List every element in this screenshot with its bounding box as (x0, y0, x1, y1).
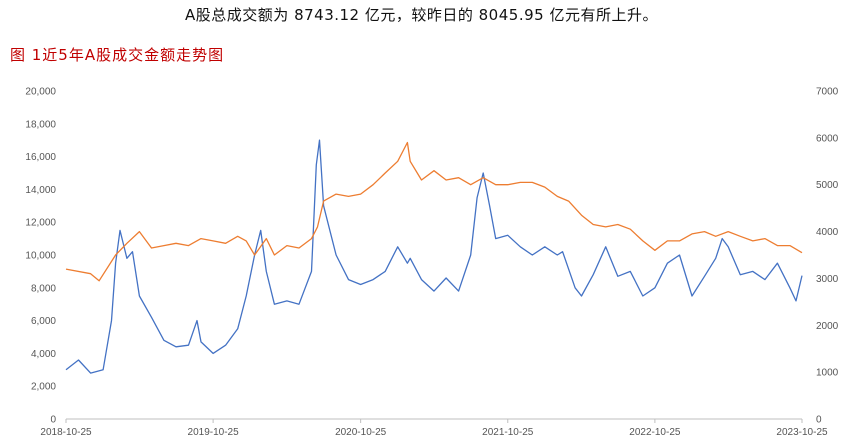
y-left-tick-label: 16,000 (25, 152, 56, 163)
y-right-tick-label: 4000 (816, 227, 839, 238)
y-right-tick-label: 2000 (816, 321, 839, 332)
y-left-tick-label: 20,000 (25, 87, 56, 98)
x-tick-label: 2023-10-25 (776, 427, 828, 438)
right-axis-series-line (65, 141, 803, 282)
figure-title: 图 1近5年A股成交金额走势图 (10, 46, 225, 64)
y-left-tick-label: 4,000 (31, 349, 56, 360)
y-left-tick-label: 14,000 (25, 185, 56, 196)
y-right-tick-label: 0 (816, 415, 822, 426)
y-left-tick-label: 12,000 (25, 218, 56, 229)
x-tick-label: 2019-10-25 (188, 427, 240, 438)
y-right-tick-label: 5000 (816, 180, 839, 191)
y-left-tick-label: 0 (50, 415, 56, 426)
headline-text: A股总成交额为 8743.12 亿元，较昨日的 8045.95 亿元有所上升。 (185, 6, 658, 24)
x-tick-label: 2021-10-25 (482, 427, 534, 438)
x-tick-label: 2022-10-25 (629, 427, 681, 438)
y-left-tick-label: 10,000 (25, 251, 56, 262)
x-tick-label: 2020-10-25 (335, 427, 387, 438)
y-right-tick-label: 6000 (816, 133, 839, 144)
y-right-tick-label: 7000 (816, 87, 839, 98)
y-left-tick-label: 8,000 (31, 283, 56, 294)
y-left-tick-label: 6,000 (31, 316, 56, 327)
x-tick-label: 2018-10-25 (40, 427, 92, 438)
y-left-tick-label: 18,000 (25, 119, 56, 130)
y-left-tick-label: 2,000 (31, 382, 56, 393)
y-right-tick-label: 1000 (816, 368, 839, 379)
left-axis-series-line (65, 139, 803, 374)
y-right-tick-label: 3000 (816, 274, 839, 285)
